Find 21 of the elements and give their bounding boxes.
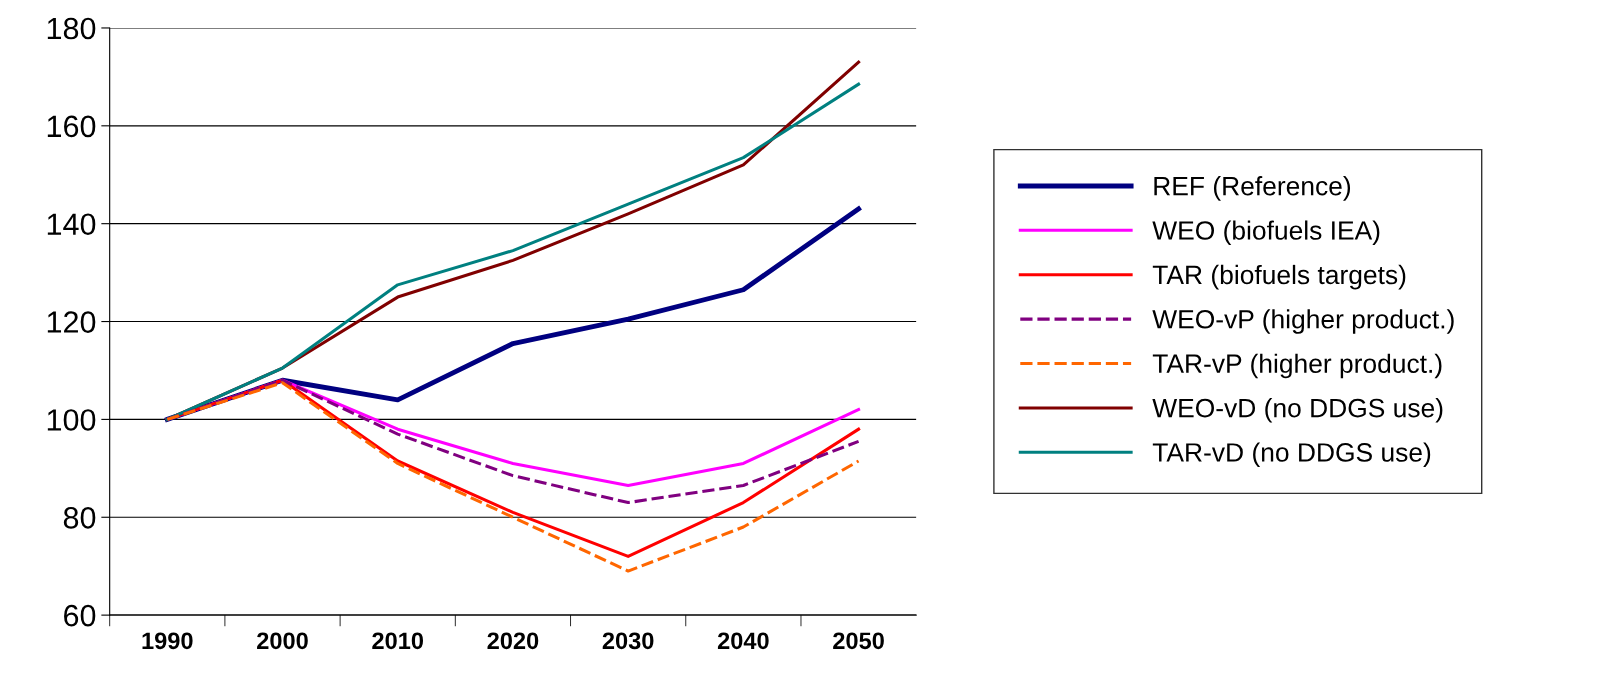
y-tick-label: 60	[64, 604, 96, 627]
x-tick-label: 1990	[142, 632, 193, 650]
x-tick-label: 2040	[717, 632, 769, 650]
y-tick-label: 160	[47, 115, 96, 138]
legend-label: TAR-vD (no DDGS use)	[1152, 442, 1431, 467]
y-tick-label: 120	[47, 311, 96, 333]
y-tick-label: 100	[47, 409, 96, 431]
y-tick-label: 140	[47, 213, 96, 236]
legend-label: WEO-vP (higher product.)	[1152, 309, 1454, 334]
y-tick-label: 80	[63, 507, 96, 529]
x-tick-label: 2000	[257, 632, 308, 650]
legend-label: TAR-vP (higher product.)	[1152, 353, 1442, 379]
legend-label: REF (Reference)	[1154, 176, 1351, 201]
x-tick-label: 2030	[602, 632, 654, 650]
x-tick-label: 2050	[833, 632, 884, 650]
y-tick-label: 180	[47, 17, 96, 40]
legend-label: WEO-vD (no DDGS use)	[1152, 398, 1443, 423]
legend-label: TAR (biofuels targets)	[1152, 264, 1406, 290]
x-tick-label: 2020	[487, 632, 539, 650]
x-tick-label: 2010	[372, 632, 424, 650]
legend-label: WEO (biofuels IEA)	[1152, 220, 1380, 246]
